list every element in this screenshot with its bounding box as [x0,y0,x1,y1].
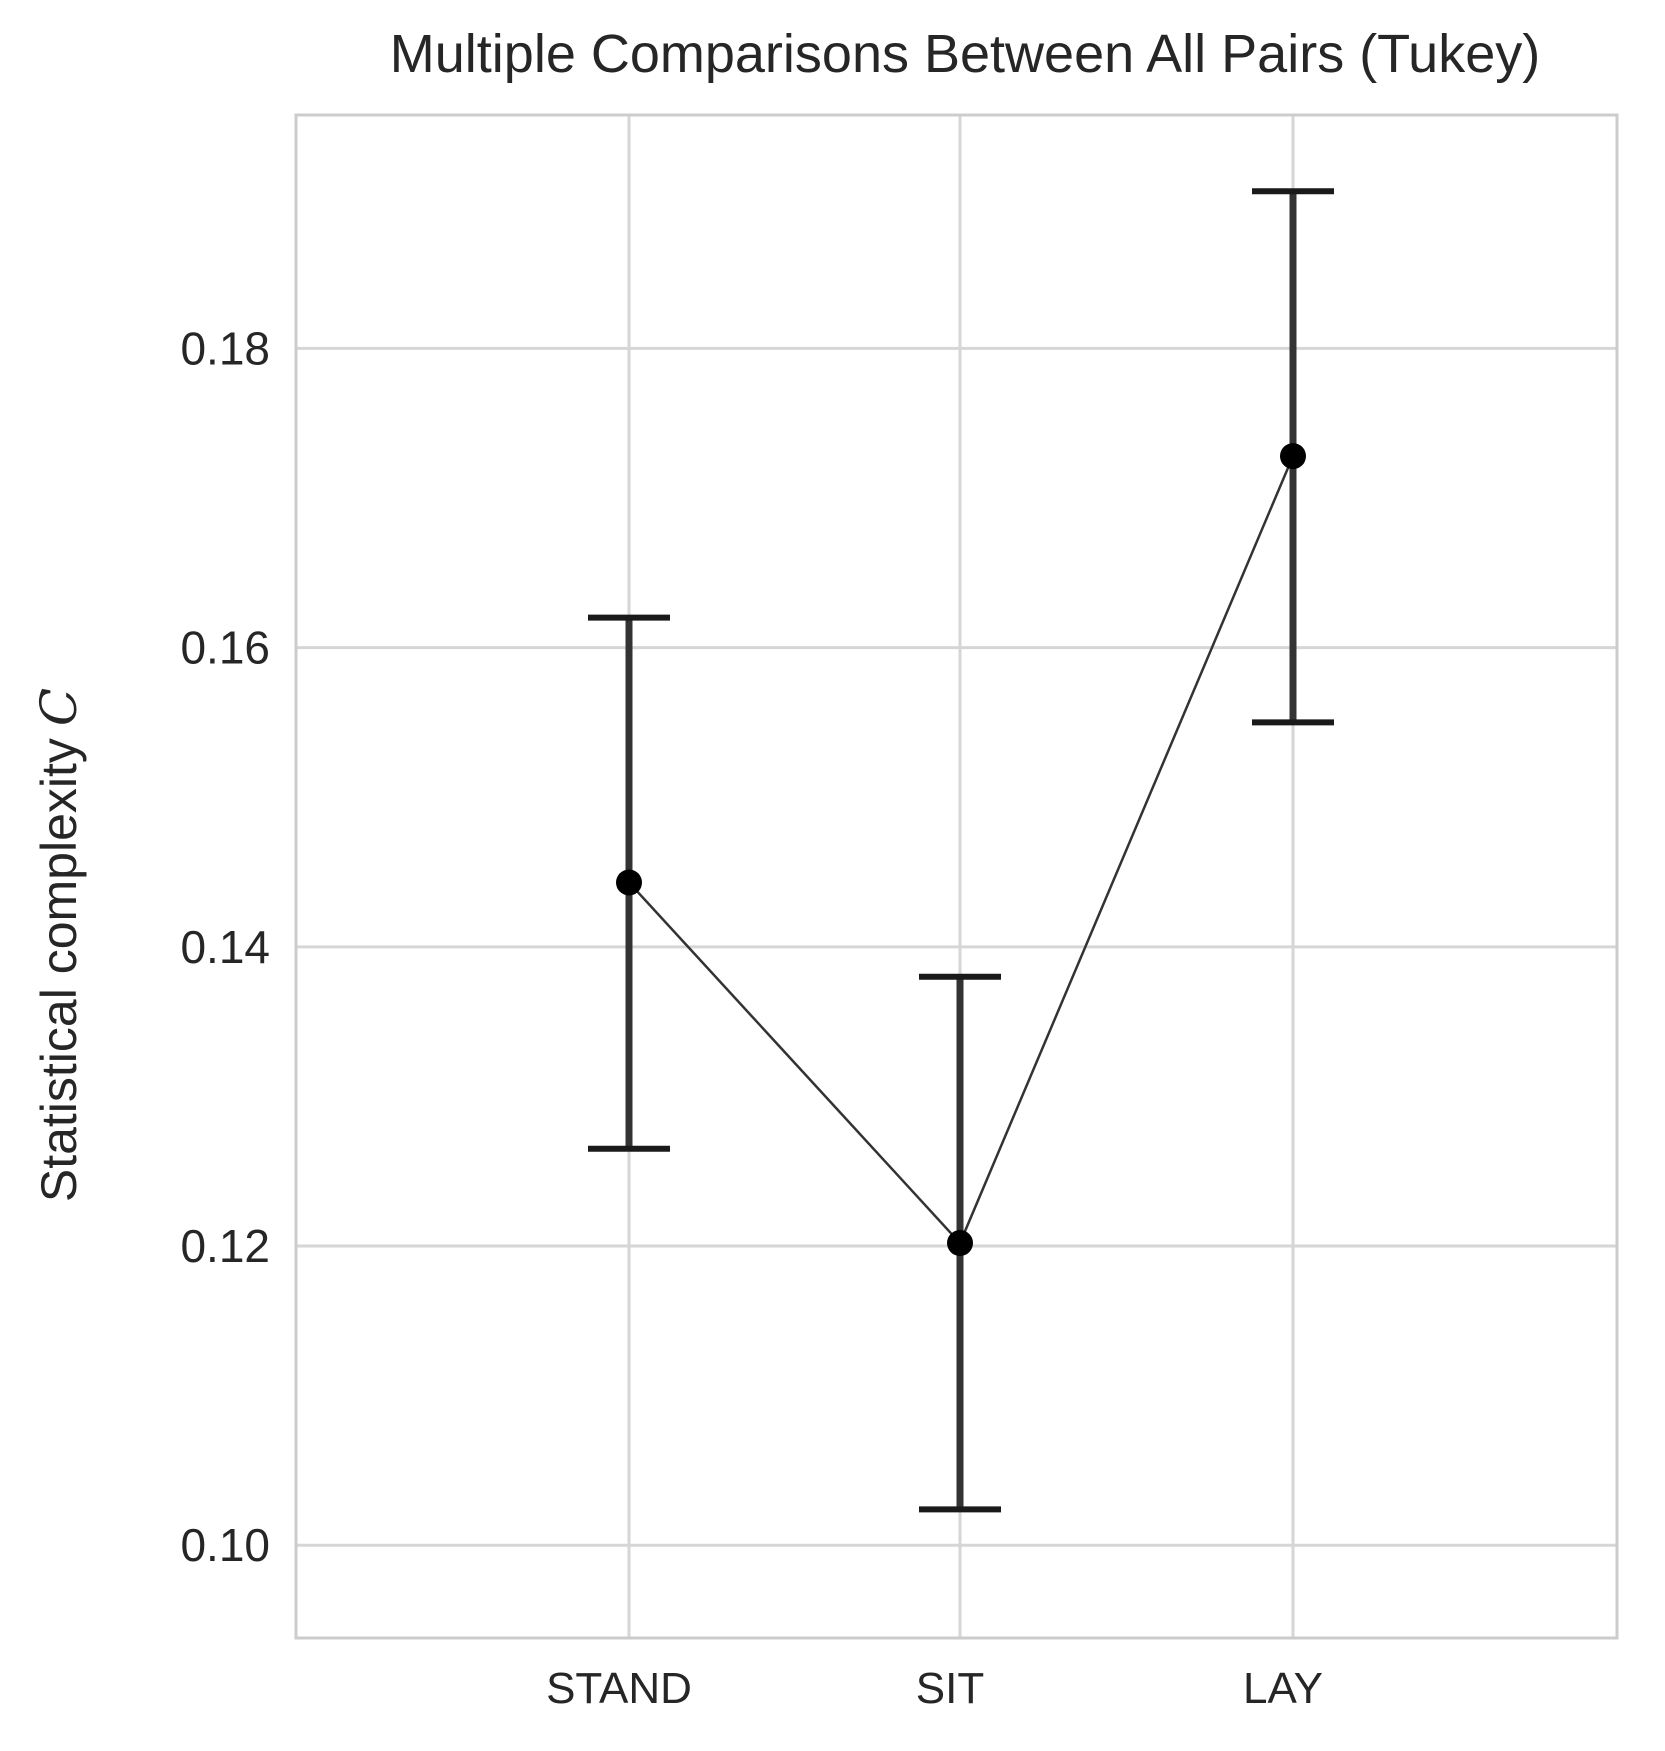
y-tick-label: 0.10 [180,1519,270,1571]
y-tick-label: 0.16 [180,622,270,674]
mean-point [616,869,642,896]
marker-layer [616,443,1306,1257]
x-tick-label: STAND [546,1664,692,1713]
x-tick-label: SIT [916,1664,984,1713]
y-tick-labels: 0.10 0.12 0.14 0.16 0.18 [180,322,270,1571]
y-tick-label: 0.14 [180,921,270,973]
mean-point [1280,443,1306,470]
y-axis-label-text: Statistical complexity [31,738,87,1202]
y-axis-label-symbol: C [30,688,88,726]
y-tick-label: 0.18 [180,322,270,374]
y-axis-label: Statistical complexity C [30,688,88,1202]
y-tick-label: 0.12 [180,1220,270,1272]
chart-title: Multiple Comparisons Between All Pairs (… [390,24,1540,84]
x-tick-labels: STAND SIT LAY [546,1664,1323,1713]
x-tick-label: LAY [1243,1664,1323,1713]
mean-point [947,1230,973,1257]
plot-frame [294,113,1619,1640]
